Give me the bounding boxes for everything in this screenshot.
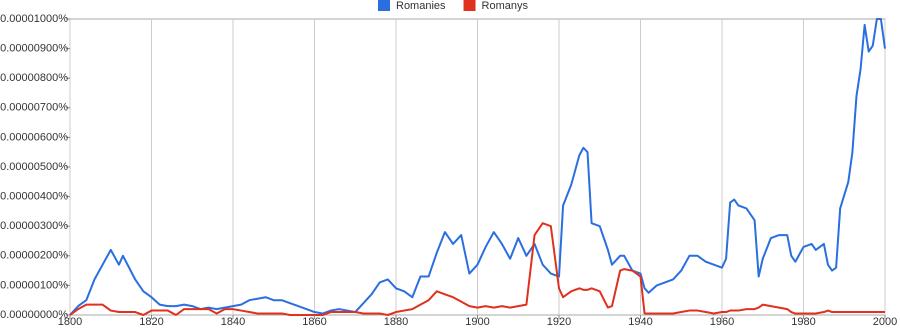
x-tick-label: 1940	[628, 316, 652, 328]
y-tick-label: 0.00000900%	[0, 43, 68, 55]
legend-label: Romanies	[396, 0, 446, 12]
y-tick-label: 0.00000300%	[0, 220, 68, 232]
y-tick-label: 0.00000200%	[0, 250, 68, 262]
series-line	[69, 222, 885, 316]
x-tick-label: 1980	[791, 316, 815, 328]
y-tick-label: 0.00000400%	[0, 191, 68, 203]
legend-swatch	[378, 0, 390, 11]
x-tick-label: 1880	[384, 316, 408, 328]
legend-swatch	[463, 0, 476, 11]
y-tick-label: 0.00000000%	[0, 309, 68, 321]
legend-label: Romanys	[482, 0, 529, 12]
y-tick-label: 0.00000100%	[0, 279, 68, 291]
y-tick-label: 0.00000800%	[0, 72, 68, 84]
y-tick-label: 0.00000600%	[0, 131, 68, 143]
x-tick-label: 2000	[873, 316, 897, 328]
y-tick-label: 0.00000500%	[0, 161, 68, 173]
x-tick-label: 1900	[465, 316, 489, 328]
x-tick-label: 1860	[302, 316, 326, 328]
y-tick-label: 0.00000700%	[0, 102, 68, 114]
series-line	[69, 18, 886, 316]
x-tick-label: 1800	[58, 316, 82, 328]
x-tick-label: 1820	[139, 316, 163, 328]
x-tick-label: 1840	[221, 316, 245, 328]
x-tick-label: 1960	[710, 316, 734, 328]
y-tick-label: 0.00001000%	[0, 13, 68, 25]
x-tick-label: 1920	[547, 316, 571, 328]
